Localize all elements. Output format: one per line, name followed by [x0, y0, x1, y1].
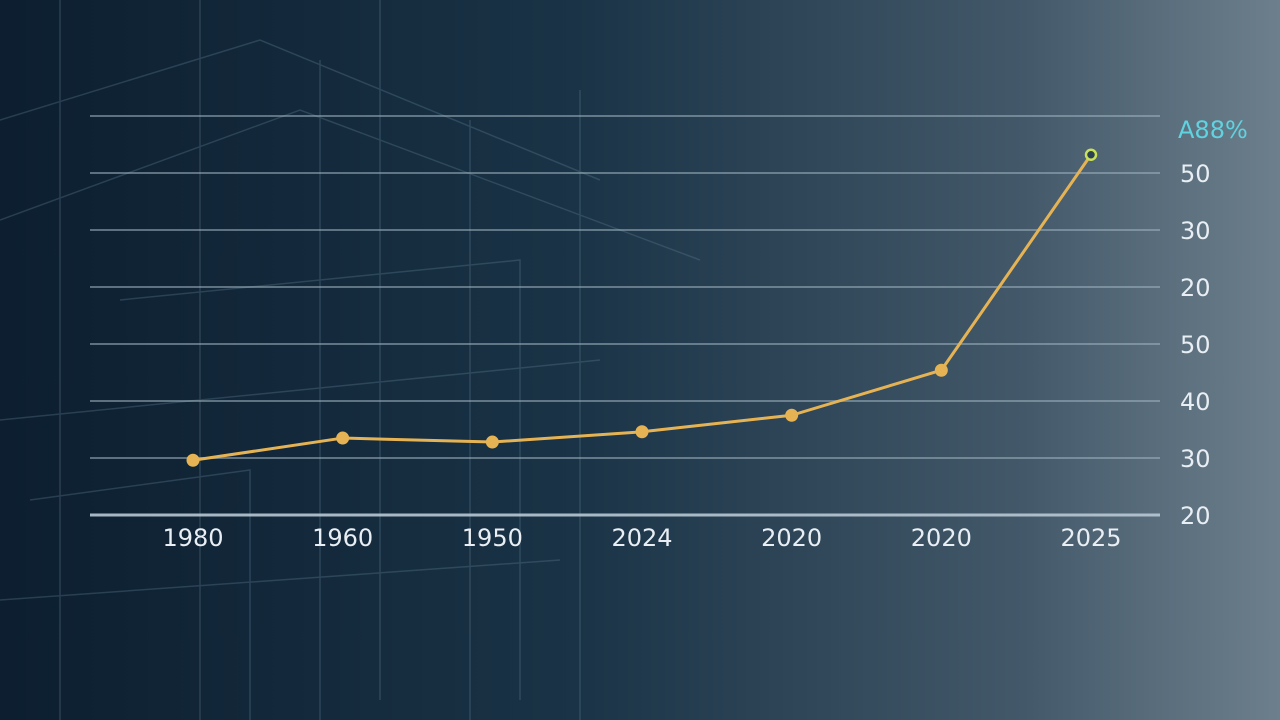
y-tick-label: A88%	[1178, 116, 1248, 144]
y-tick-label: 20	[1180, 502, 1211, 530]
y-tick-label: 40	[1180, 388, 1211, 416]
y-tick-label: 20	[1180, 274, 1211, 302]
y-tick-label: 50	[1180, 331, 1211, 359]
y-tick-label: 30	[1180, 217, 1211, 245]
data-point	[934, 363, 948, 377]
y-tick-label: 30	[1180, 445, 1211, 473]
x-tick-label: 2024	[611, 524, 672, 552]
data-point	[785, 408, 799, 422]
data-point	[485, 435, 499, 449]
data-point	[635, 425, 649, 439]
data-point	[336, 431, 350, 445]
data-point	[1084, 148, 1098, 162]
x-tick-label: 1950	[462, 524, 523, 552]
x-tick-label: 2020	[911, 524, 972, 552]
x-tick-label: 2025	[1060, 524, 1121, 552]
x-tick-label: 1980	[162, 524, 223, 552]
x-tick-label: 2020	[761, 524, 822, 552]
x-tick-label: 1960	[312, 524, 373, 552]
data-point	[186, 453, 200, 467]
blueprint-lines	[0, 0, 701, 720]
y-tick-label: 50	[1180, 160, 1211, 188]
